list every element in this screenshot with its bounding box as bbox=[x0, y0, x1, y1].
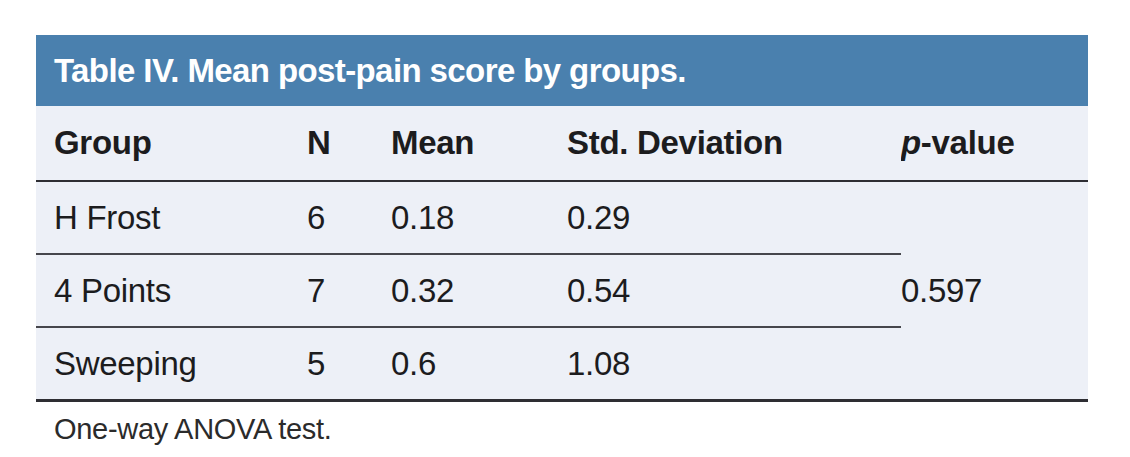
cell-std: 0.29 bbox=[567, 181, 901, 254]
p-value-rest: -value bbox=[921, 124, 1015, 161]
cell-n: 5 bbox=[307, 327, 391, 401]
table-figure: Table IV. Mean post-pain score by groups… bbox=[36, 35, 1088, 446]
cell-group: Sweeping bbox=[36, 327, 307, 401]
col-header-pvalue: p-value bbox=[901, 106, 1088, 181]
cell-std: 0.54 bbox=[567, 254, 901, 327]
table-footnote: One-way ANOVA test. bbox=[36, 413, 1088, 446]
data-table: Group N Mean Std. Deviation p-value H Fr… bbox=[36, 106, 1088, 402]
col-header-group: Group bbox=[36, 106, 307, 181]
p-value-italic-p: p bbox=[901, 124, 921, 161]
cell-n: 6 bbox=[307, 181, 391, 254]
table-title-bar: Table IV. Mean post-pain score by groups… bbox=[36, 35, 1088, 106]
cell-mean: 0.6 bbox=[391, 327, 567, 401]
cell-p-value: 0.597 bbox=[901, 181, 1088, 401]
table-title: Table IV. Mean post-pain score by groups… bbox=[54, 52, 686, 90]
col-header-n: N bbox=[307, 106, 391, 181]
table-row-h-frost: H Frost 6 0.18 0.29 0.597 bbox=[36, 181, 1088, 254]
cell-mean: 0.32 bbox=[391, 254, 567, 327]
cell-mean: 0.18 bbox=[391, 181, 567, 254]
cell-std: 1.08 bbox=[567, 327, 901, 401]
cell-n: 7 bbox=[307, 254, 391, 327]
col-header-mean: Mean bbox=[391, 106, 567, 181]
header-row: Group N Mean Std. Deviation p-value bbox=[36, 106, 1088, 181]
cell-group: H Frost bbox=[36, 181, 307, 254]
cell-group: 4 Points bbox=[36, 254, 307, 327]
col-header-std: Std. Deviation bbox=[567, 106, 901, 181]
